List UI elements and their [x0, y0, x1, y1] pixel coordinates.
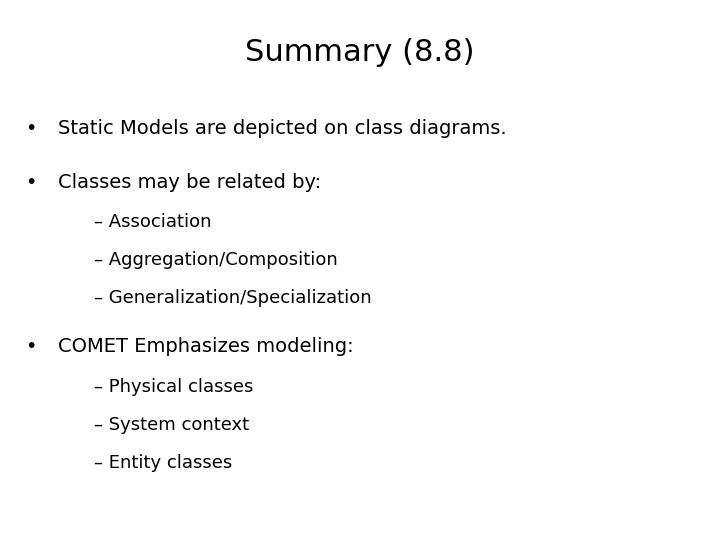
Text: – Entity classes: – Entity classes — [94, 454, 232, 471]
Text: – Aggregation/Composition: – Aggregation/Composition — [94, 251, 338, 269]
Text: Static Models are depicted on class diagrams.: Static Models are depicted on class diag… — [58, 119, 506, 138]
Text: •: • — [25, 173, 37, 192]
Text: COMET Emphasizes modeling:: COMET Emphasizes modeling: — [58, 338, 354, 356]
Text: Summary (8.8): Summary (8.8) — [246, 38, 474, 67]
Text: – System context: – System context — [94, 416, 248, 434]
Text: •: • — [25, 119, 37, 138]
Text: •: • — [25, 338, 37, 356]
Text: Classes may be related by:: Classes may be related by: — [58, 173, 320, 192]
Text: – Generalization/Specialization: – Generalization/Specialization — [94, 289, 372, 307]
Text: – Association: – Association — [94, 213, 211, 231]
Text: – Physical classes: – Physical classes — [94, 378, 253, 396]
